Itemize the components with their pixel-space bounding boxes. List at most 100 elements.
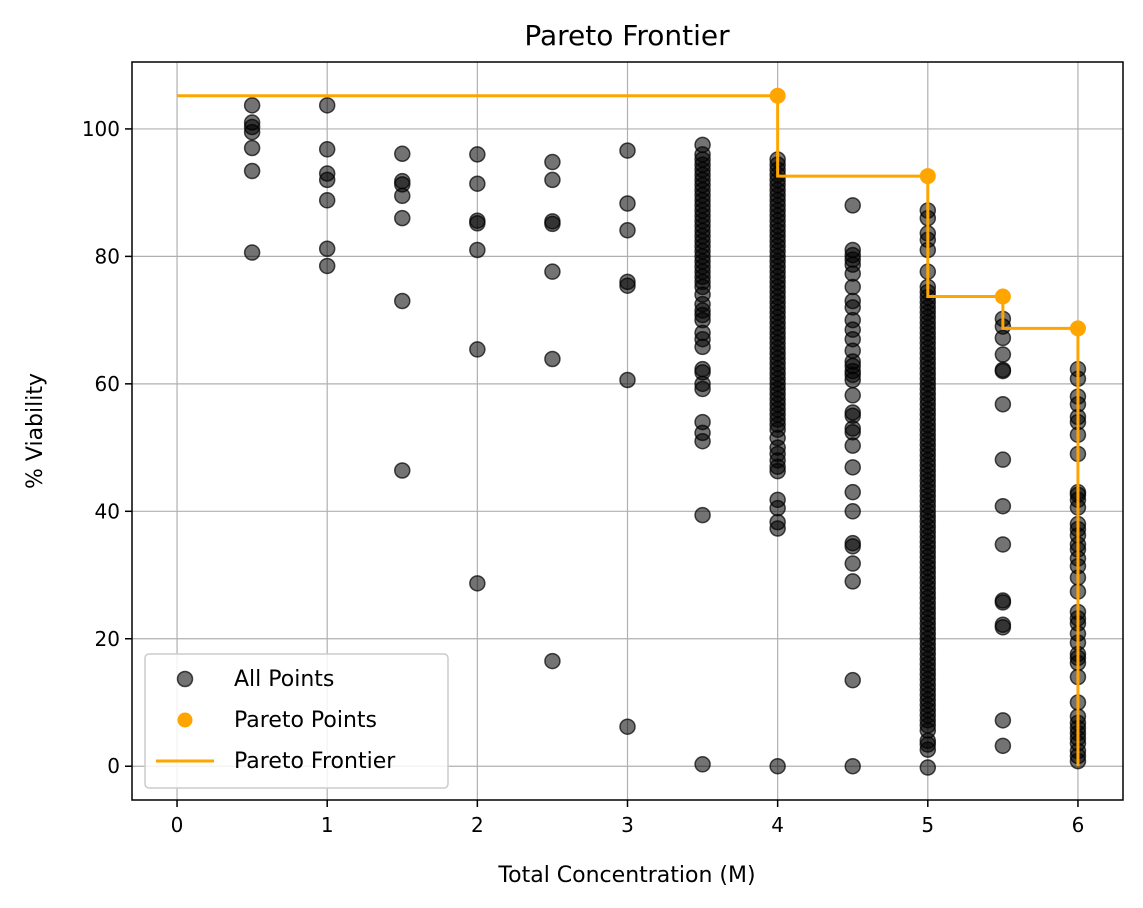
y-tick-label: 100 bbox=[82, 117, 120, 141]
pareto-point-marker bbox=[994, 288, 1011, 305]
all-point-marker bbox=[318, 192, 336, 209]
all-point-marker bbox=[994, 594, 1012, 611]
all-point-marker bbox=[619, 371, 636, 389]
all-point-marker bbox=[844, 278, 861, 296]
all-point-marker bbox=[919, 759, 937, 776]
pareto-frontier-series bbox=[177, 94, 1080, 767]
all-point-marker bbox=[318, 171, 336, 189]
all-point-marker bbox=[394, 209, 411, 227]
all-point-marker bbox=[619, 195, 636, 212]
all-point-marker bbox=[243, 162, 261, 180]
all-point-marker bbox=[318, 257, 336, 275]
all-point-marker bbox=[469, 241, 486, 259]
pareto-point-marker bbox=[919, 168, 936, 185]
y-tick-label: 0 bbox=[107, 754, 120, 778]
x-tick-label: 2 bbox=[471, 813, 484, 837]
all-point-marker bbox=[994, 712, 1012, 729]
pareto-points-series bbox=[769, 87, 1086, 337]
y-tick-label: 80 bbox=[95, 244, 120, 268]
all-point-marker bbox=[318, 240, 336, 257]
all-point-marker bbox=[469, 146, 486, 163]
x-tick-label: 3 bbox=[621, 813, 634, 837]
all-point-marker bbox=[394, 462, 411, 479]
all-point-marker bbox=[994, 497, 1012, 515]
x-tick-label: 5 bbox=[921, 813, 934, 837]
all-point-marker bbox=[544, 215, 561, 233]
all-point-marker bbox=[994, 362, 1012, 380]
legend-frame bbox=[144, 653, 449, 789]
y-axis-label: % Viability bbox=[23, 373, 48, 489]
legend-marker-all-points bbox=[176, 670, 194, 688]
all-point-marker bbox=[844, 387, 861, 404]
all-point-marker bbox=[318, 141, 336, 158]
all-point-marker bbox=[694, 756, 711, 773]
all-point-marker bbox=[394, 187, 411, 205]
all-point-marker bbox=[844, 483, 861, 501]
all-point-marker bbox=[469, 214, 486, 232]
all-point-marker bbox=[994, 737, 1012, 755]
all-point-marker bbox=[919, 741, 937, 758]
all-point-marker bbox=[243, 97, 261, 114]
all-point-marker bbox=[243, 123, 261, 141]
all-point-marker bbox=[694, 338, 711, 356]
chart-title: Pareto Frontier bbox=[524, 19, 730, 52]
all-point-marker bbox=[844, 197, 861, 214]
x-tick-label: 6 bbox=[1072, 813, 1085, 837]
all-point-marker bbox=[844, 555, 861, 572]
all-point-marker bbox=[619, 221, 636, 239]
x-axis-label: Total Concentration (M) bbox=[497, 863, 755, 888]
all-point-marker bbox=[844, 371, 861, 389]
x-tick-label: 0 bbox=[171, 813, 184, 837]
all-point-marker bbox=[544, 171, 561, 189]
all-point-marker bbox=[694, 506, 711, 524]
legend-label-all-points: All Points bbox=[234, 667, 334, 692]
x-tick-label: 4 bbox=[771, 813, 784, 837]
all-point-marker bbox=[619, 718, 636, 735]
all-point-marker bbox=[544, 652, 561, 670]
all-point-marker bbox=[844, 538, 861, 555]
x-tick-label: 1 bbox=[321, 813, 334, 837]
all-point-marker bbox=[844, 503, 861, 520]
all-point-marker bbox=[694, 380, 711, 398]
all-point-marker bbox=[469, 341, 486, 358]
pareto-point-marker bbox=[769, 87, 786, 104]
all-point-marker bbox=[994, 451, 1012, 468]
all-point-marker bbox=[994, 346, 1012, 363]
all-point-marker bbox=[394, 292, 411, 310]
pareto-point-marker bbox=[1069, 320, 1086, 337]
legend: All Points Pareto Points Pareto Frontier bbox=[144, 653, 449, 789]
all-point-marker bbox=[769, 462, 786, 480]
all-point-marker bbox=[544, 263, 561, 280]
all-point-marker bbox=[994, 329, 1012, 347]
all-point-marker bbox=[769, 757, 786, 775]
all-point-marker bbox=[619, 277, 636, 294]
legend-label-pareto-points: Pareto Points bbox=[234, 708, 377, 733]
all-point-marker bbox=[769, 499, 786, 517]
all-point-marker bbox=[994, 395, 1012, 413]
all-point-marker bbox=[243, 139, 261, 157]
all-point-marker bbox=[694, 432, 711, 450]
all-point-marker bbox=[544, 350, 561, 368]
all-point-marker bbox=[394, 145, 411, 163]
all-point-marker bbox=[844, 671, 861, 689]
y-tick-label: 20 bbox=[95, 627, 120, 651]
y-tick-label: 60 bbox=[95, 372, 120, 396]
legend-label-pareto-frontier: Pareto Frontier bbox=[234, 749, 396, 774]
all-point-marker bbox=[544, 153, 561, 171]
all-point-marker bbox=[769, 520, 786, 537]
legend-marker-pareto-points bbox=[177, 712, 193, 728]
all-point-marker bbox=[469, 575, 486, 592]
y-tick-label: 40 bbox=[95, 499, 120, 523]
all-point-marker bbox=[469, 175, 486, 192]
all-point-marker bbox=[318, 97, 336, 114]
all-point-marker bbox=[243, 244, 261, 261]
all-point-marker bbox=[619, 142, 636, 159]
all-point-marker bbox=[844, 437, 861, 454]
pareto-frontier-line bbox=[177, 94, 1080, 767]
all-point-marker bbox=[994, 619, 1012, 636]
all-point-marker bbox=[844, 459, 861, 476]
all-point-marker bbox=[844, 573, 861, 590]
all-point-marker bbox=[994, 536, 1012, 553]
